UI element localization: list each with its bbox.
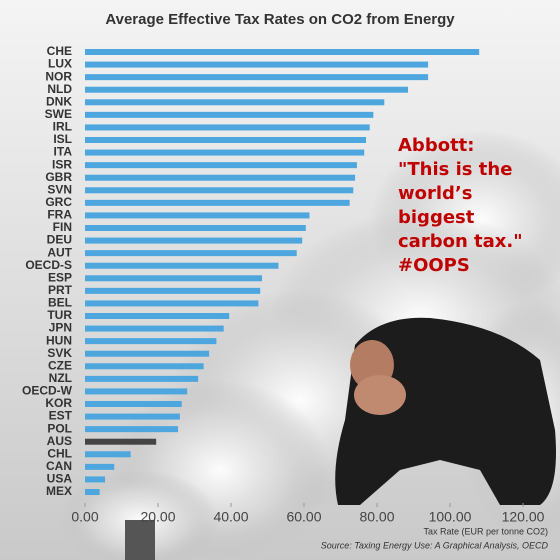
y-tick-label: JPN bbox=[49, 321, 72, 335]
y-tick-label: NZL bbox=[49, 371, 72, 385]
x-tick-label: 120.00 bbox=[502, 509, 545, 525]
bar bbox=[85, 212, 310, 219]
annotation: "This is the bbox=[398, 159, 512, 180]
x-tick-label: 60.00 bbox=[286, 509, 321, 525]
annotation: biggest bbox=[398, 207, 475, 228]
bar bbox=[85, 287, 261, 294]
y-tick-label: EST bbox=[49, 409, 73, 423]
y-tick-label: PRT bbox=[48, 283, 73, 297]
bar bbox=[85, 313, 230, 319]
bar bbox=[85, 350, 210, 357]
bar bbox=[85, 174, 356, 181]
bar bbox=[85, 413, 180, 420]
y-tick-label: CHE bbox=[47, 44, 72, 58]
y-tick-label: SVN bbox=[47, 182, 72, 196]
bar bbox=[85, 476, 106, 483]
y-tick-label: GBR bbox=[45, 170, 72, 184]
man-figure bbox=[335, 317, 556, 505]
y-tick-label: NLD bbox=[47, 82, 72, 96]
annotation: #OOPS bbox=[398, 255, 470, 276]
bar bbox=[85, 363, 204, 370]
source: Source: Taxing Energy Use: A Graphical A… bbox=[321, 540, 549, 550]
x-tick-label: 40.00 bbox=[213, 509, 248, 525]
bar bbox=[85, 463, 115, 470]
y-tick-label: OECD-S bbox=[25, 258, 72, 272]
bar bbox=[85, 49, 480, 55]
bar bbox=[85, 375, 199, 382]
y-tick-label: SWE bbox=[45, 107, 72, 121]
y-tick-label: SVK bbox=[47, 346, 72, 360]
y-tick-label: LUX bbox=[48, 57, 72, 71]
y-tick-label: OECD-W bbox=[22, 384, 73, 398]
y-tick-label: AUT bbox=[47, 245, 72, 259]
bar bbox=[85, 61, 429, 68]
y-tick-label: CHL bbox=[47, 446, 72, 460]
y-tick-label: ISL bbox=[53, 132, 72, 146]
bar bbox=[85, 388, 188, 395]
bar bbox=[85, 237, 303, 244]
bar bbox=[85, 262, 279, 269]
x-tick-label: 20.00 bbox=[140, 509, 175, 525]
annotation: world’s bbox=[398, 183, 472, 204]
chart-title: Average Effective Tax Rates on CO2 from … bbox=[105, 11, 455, 28]
bar bbox=[85, 124, 370, 131]
y-tick-label: FRA bbox=[47, 208, 72, 222]
y-tick-label: CZE bbox=[48, 358, 72, 372]
y-tick-label: GRC bbox=[45, 195, 72, 209]
y-tick-label: ITA bbox=[54, 145, 73, 159]
x-tick-label: 0.00 bbox=[71, 509, 98, 525]
bar bbox=[85, 149, 365, 156]
bar bbox=[85, 74, 429, 81]
y-tick-label: CAN bbox=[46, 459, 72, 473]
bar bbox=[85, 489, 100, 495]
y-tick-label: NOR bbox=[45, 69, 72, 83]
bar bbox=[85, 225, 306, 231]
bar bbox=[85, 438, 157, 445]
bar bbox=[85, 275, 263, 282]
y-tick-label: BEL bbox=[48, 296, 72, 310]
bar bbox=[85, 451, 131, 458]
bar bbox=[85, 187, 354, 194]
bar bbox=[85, 338, 217, 345]
y-tick-label: FIN bbox=[53, 220, 72, 234]
bar bbox=[85, 86, 409, 93]
bar bbox=[85, 300, 259, 307]
bar bbox=[85, 401, 182, 407]
y-tick-label: DNK bbox=[46, 94, 72, 108]
bar bbox=[85, 325, 224, 332]
bar bbox=[85, 426, 179, 433]
bar bbox=[85, 162, 357, 169]
bar bbox=[85, 250, 297, 257]
chimney bbox=[125, 520, 155, 560]
y-tick-label: MEX bbox=[46, 484, 72, 498]
y-tick-label: TUR bbox=[47, 308, 72, 322]
annotation: Abbott: bbox=[398, 135, 474, 156]
y-tick-label: USA bbox=[47, 472, 73, 486]
x-axis-label: Tax Rate (EUR per tonne CO2) bbox=[423, 526, 548, 536]
annotation: carbon tax." bbox=[398, 231, 523, 252]
bar bbox=[85, 199, 350, 206]
y-tick-label: AUS bbox=[47, 434, 72, 448]
y-tick-label: DEU bbox=[47, 233, 72, 247]
x-tick-label: 100.00 bbox=[429, 509, 472, 525]
y-tick-label: HUN bbox=[46, 333, 72, 347]
y-tick-label: ISR bbox=[52, 157, 72, 171]
y-tick-label: POL bbox=[47, 421, 72, 435]
bar bbox=[85, 99, 385, 106]
y-tick-label: IRL bbox=[53, 120, 72, 134]
x-tick-label: 80.00 bbox=[359, 509, 394, 525]
y-tick-label: KOR bbox=[45, 396, 72, 410]
bar bbox=[85, 111, 374, 118]
y-tick-label: ESP bbox=[48, 270, 72, 284]
bar bbox=[85, 137, 367, 143]
